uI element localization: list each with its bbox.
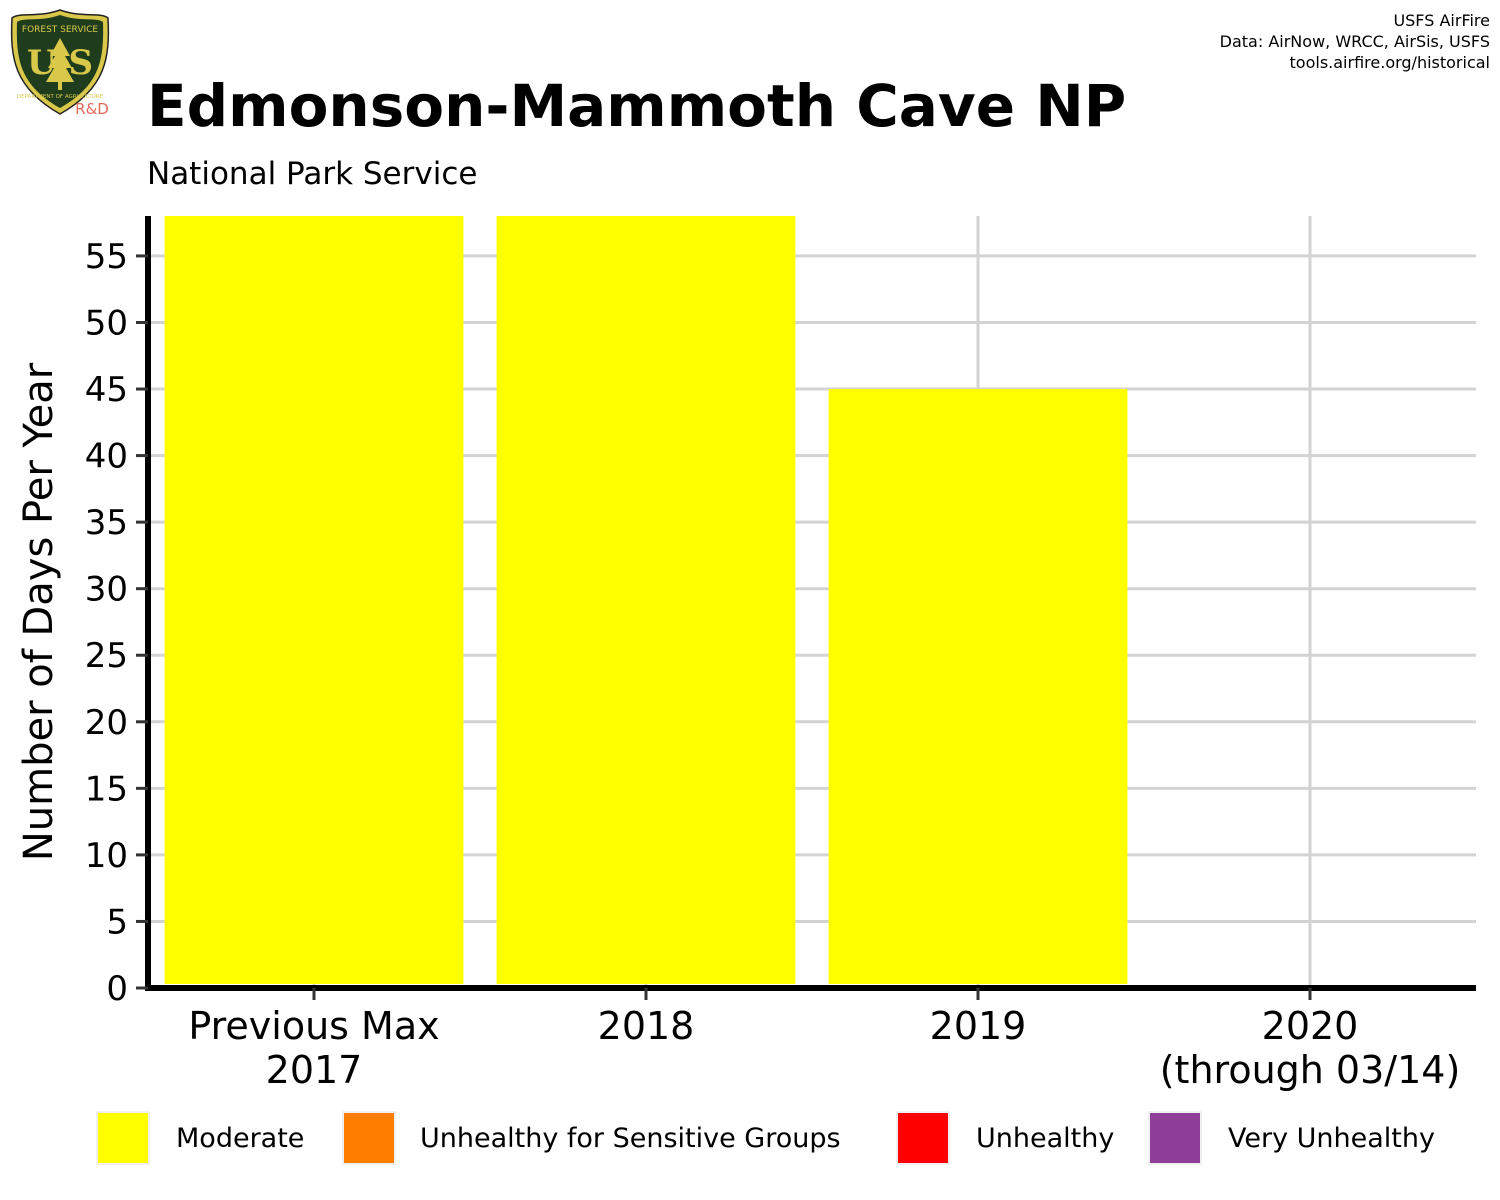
bar — [164, 216, 464, 984]
x-tick-label: 2019 — [930, 1004, 1027, 1048]
bar — [828, 389, 1128, 984]
legend-swatch — [1148, 1111, 1202, 1165]
y-tick-label: 15 — [85, 769, 128, 809]
y-tick-label: 30 — [85, 570, 128, 610]
legend: Moderate Unhealthy for Sensitive Groups Un… — [0, 1108, 1500, 1174]
y-tick-label: 25 — [85, 636, 128, 676]
x-tick-label: 2018 — [598, 1004, 695, 1048]
legend-label: Moderate — [176, 1123, 305, 1154]
credits-line-3: tools.airfire.org/historical — [1289, 53, 1490, 72]
bar — [496, 216, 796, 984]
logo-badge: R&D — [75, 100, 109, 118]
x-tick-label: 2020 (through 03/14) — [1160, 1004, 1461, 1092]
tree-icon — [46, 38, 74, 90]
logo-top-text: FOREST SERVICE — [22, 25, 99, 35]
chart-title: Edmonson-Mammoth Cave NP — [147, 72, 1127, 140]
legend-swatch — [896, 1111, 950, 1165]
y-tick-label: 35 — [85, 503, 128, 543]
chart-subtitle: National Park Service — [147, 156, 478, 192]
usfs-shield-logo: FOREST SERVICE U S DEPARTMENT OF AGRICUL… — [10, 9, 110, 118]
y-axis-label: Number of Days Per Year — [16, 362, 62, 861]
y-tick-label: 40 — [85, 437, 128, 477]
y-tick-label: 0 — [106, 969, 128, 1009]
credits-line-1: USFS AirFire — [1393, 11, 1490, 30]
legend-swatch — [342, 1111, 396, 1165]
legend-label: Unhealthy — [976, 1123, 1115, 1154]
y-tick-label: 5 — [106, 902, 128, 942]
x-tick-label: Previous Max 2017 — [188, 1004, 439, 1092]
y-tick-label: 45 — [85, 370, 128, 410]
bar-chart: 0 5 10 15 20 25 30 35 40 45 50 55 Previous Max 2017 20… — [16, 216, 1476, 1092]
y-tick-label: 10 — [85, 836, 128, 876]
credits: USFS AirFire Data: AirNow, WRCC, AirSis,… — [1220, 10, 1490, 73]
legend-label: Very Unhealthy — [1228, 1123, 1435, 1154]
y-tick-label: 50 — [85, 303, 128, 343]
credits-line-2: Data: AirNow, WRCC, AirSis, USFS — [1219, 32, 1490, 51]
y-tick-label: 20 — [85, 703, 128, 743]
y-tick-label: 55 — [85, 237, 128, 277]
legend-swatch — [96, 1111, 150, 1165]
logo-bottom-text: DEPARTMENT OF AGRICULTURE — [17, 94, 104, 100]
legend-label: Unhealthy for Sensitive Groups — [420, 1123, 841, 1154]
